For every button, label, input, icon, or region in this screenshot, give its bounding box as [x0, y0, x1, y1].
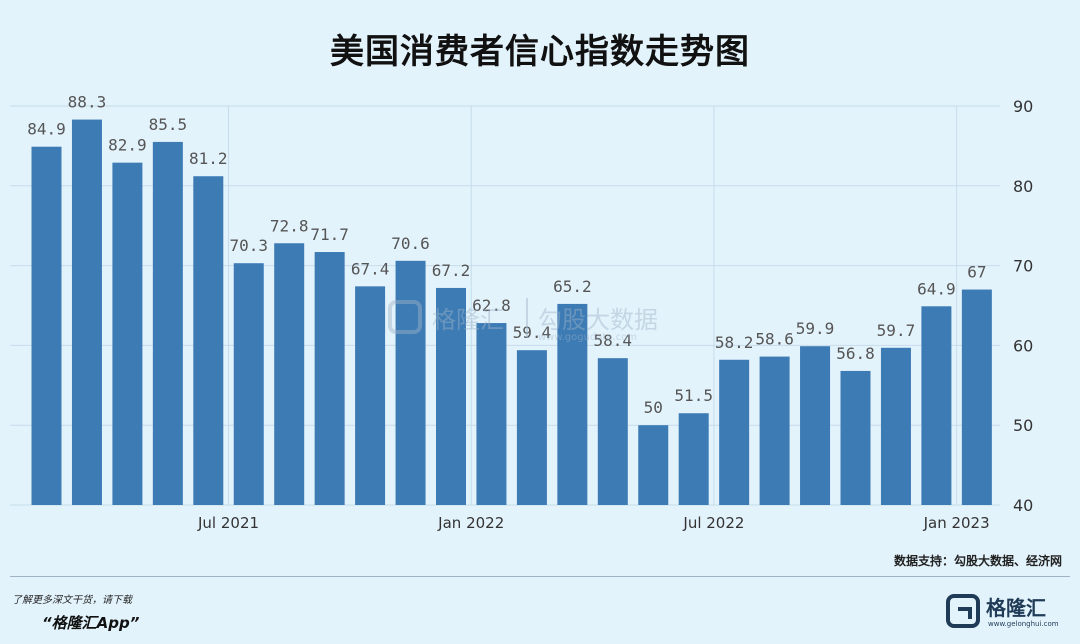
bar — [759, 356, 790, 505]
watermark-logo-icon — [388, 300, 422, 334]
bar — [921, 306, 952, 505]
y-tick-label: 90 — [1013, 97, 1033, 116]
bar — [314, 252, 345, 505]
bar — [597, 358, 628, 505]
bar-chart: 84.988.3 82.985.581.2 70.372.8 71.767.470.6… — [10, 93, 1033, 532]
bar-value-label: 82.9 — [108, 136, 147, 155]
bars — [31, 119, 992, 506]
bar — [71, 119, 102, 505]
bar-value-label: 81.2 — [189, 149, 228, 168]
watermark: 格隆汇 勾股大数据 www.gogudata.com — [388, 298, 698, 344]
bar-value-label: 59.9 — [796, 319, 835, 338]
y-tick-label: 50 — [1013, 416, 1033, 435]
bar-value-label: 67.2 — [432, 261, 471, 280]
promo-app-name: “格隆汇App” — [42, 614, 140, 632]
bar-value-label: 85.5 — [149, 115, 188, 134]
bar-value-label: 72.8 — [270, 216, 309, 235]
bar-value-label: 64.9 — [917, 279, 956, 298]
source-note: 数据支持：勾股大数据、经济网 — [893, 554, 1062, 568]
bar-value-label: 59.7 — [877, 321, 916, 340]
x-tick-label: Jan 2022 — [437, 514, 504, 532]
watermark-name-secondary: 勾股大数据 — [538, 306, 658, 334]
bar — [355, 286, 386, 505]
bar — [840, 370, 871, 505]
bar — [557, 303, 588, 505]
bar-value-label: 58.2 — [715, 333, 754, 352]
brand-name: 格隆汇 — [986, 596, 1046, 620]
bar — [233, 263, 264, 505]
y-tick-label: 80 — [1013, 177, 1033, 196]
bar — [193, 176, 224, 505]
x-tick-label: Jan 2023 — [923, 514, 990, 532]
bar — [638, 425, 669, 505]
bar-value-label: 51.5 — [674, 386, 713, 405]
bar-value-label: 67.4 — [351, 259, 390, 278]
bar-value-label: 88.3 — [68, 93, 107, 112]
bar-value-label: 70.6 — [391, 234, 430, 253]
bar — [112, 162, 143, 505]
footer-divider — [10, 576, 1070, 577]
bar-value-label: 58.6 — [755, 330, 794, 349]
bar-value-label: 65.2 — [553, 277, 592, 296]
bar — [678, 413, 709, 505]
y-tick-label: 60 — [1013, 336, 1033, 355]
bar-value-label: 70.3 — [229, 236, 268, 255]
promo-text: 了解更多深文干货，请下载 — [12, 595, 132, 606]
brand-logo: 格隆汇 www.gelonghui.com — [946, 590, 1066, 634]
y-tick-label: 40 — [1013, 496, 1033, 515]
bar-value-label: 71.7 — [310, 225, 349, 244]
bar-value-label: 50 — [644, 398, 663, 417]
bar — [800, 346, 831, 505]
bar-value-label: 62.8 — [472, 296, 511, 315]
brand-logo-icon — [946, 594, 980, 628]
bar — [719, 359, 750, 505]
x-tick-label: Jul 2022 — [682, 514, 744, 532]
bar — [516, 350, 547, 505]
bar — [476, 323, 507, 505]
bar-value-label: 67 — [967, 263, 986, 282]
y-axis-ticks: 40 50 60 70 80 90 — [1013, 97, 1033, 515]
bar — [31, 146, 62, 505]
bar-value-label: 84.9 — [27, 120, 66, 139]
chart-title: 美国消费者信心指数走势图 — [330, 32, 750, 72]
bar — [961, 289, 992, 505]
x-tick-label: Jul 2021 — [197, 514, 259, 532]
watermark-name: 格隆汇 — [432, 306, 504, 334]
bar — [880, 347, 911, 505]
bar-value-label: 59.4 — [513, 323, 552, 342]
bar — [436, 287, 466, 505]
y-tick-label: 70 — [1013, 257, 1033, 276]
bar — [395, 260, 426, 505]
bar — [152, 141, 183, 505]
watermark-divider — [526, 298, 528, 338]
value-labels: 84.988.3 82.985.581.2 70.372.8 71.767.470.6… — [27, 93, 986, 418]
watermark-url: www.gogudata.com — [538, 332, 638, 343]
bar — [274, 243, 305, 506]
x-axis-ticks: Jul 2021 Jan 2022 Jul 2022 Jan 2023 — [197, 514, 990, 532]
brand-url: www.gelonghui.com — [988, 620, 1059, 628]
bar-value-label: 56.8 — [836, 344, 875, 363]
bar-value-label: 58.4 — [594, 331, 633, 350]
